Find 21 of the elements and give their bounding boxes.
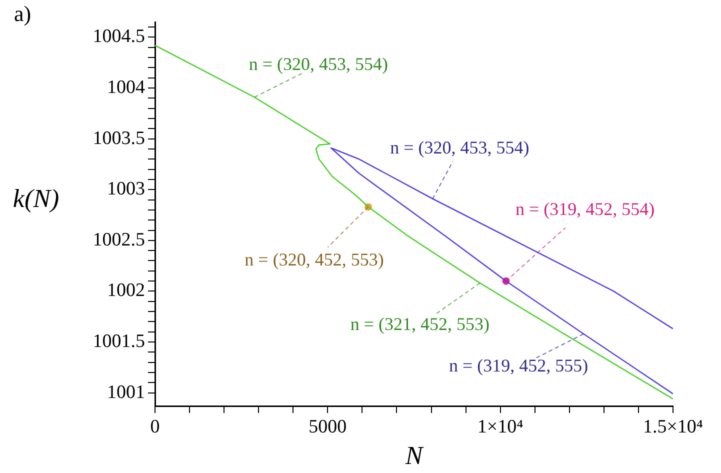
y-tick-label: 1002.5 — [92, 229, 145, 250]
annotation: n = (321, 452, 553) — [350, 314, 490, 334]
y-axis-title: k(N) — [12, 184, 60, 213]
y-tick-label: 1004.5 — [92, 26, 145, 48]
y-tick-label: 1003 — [107, 178, 145, 200]
x-tick-label: 1×10⁴ — [477, 416, 524, 438]
y-tick-label: 1001.5 — [92, 330, 145, 352]
y-tick-label: 1002 — [107, 280, 145, 302]
x-tick-label: 1.5×10⁴ — [642, 416, 704, 438]
x-tick-label: 5000 — [308, 416, 347, 438]
text: a) — [14, 0, 32, 26]
y-tick-label: 1004 — [107, 77, 146, 98]
annotation: n = (319, 452, 554) — [515, 198, 655, 219]
annotation: n = (320, 452, 553) — [244, 250, 384, 270]
annotation: n = (320, 453, 554) — [390, 137, 530, 158]
y-tick-label: 1001 — [107, 382, 145, 403]
y-tick-label: 1003.5 — [92, 128, 145, 149]
x-axis-title: N — [404, 441, 424, 470]
annotation: n = (319, 452, 555) — [448, 356, 588, 376]
x-tick-label: 0 — [150, 416, 160, 438]
annotation: n = (320, 453, 554) — [248, 54, 388, 74]
